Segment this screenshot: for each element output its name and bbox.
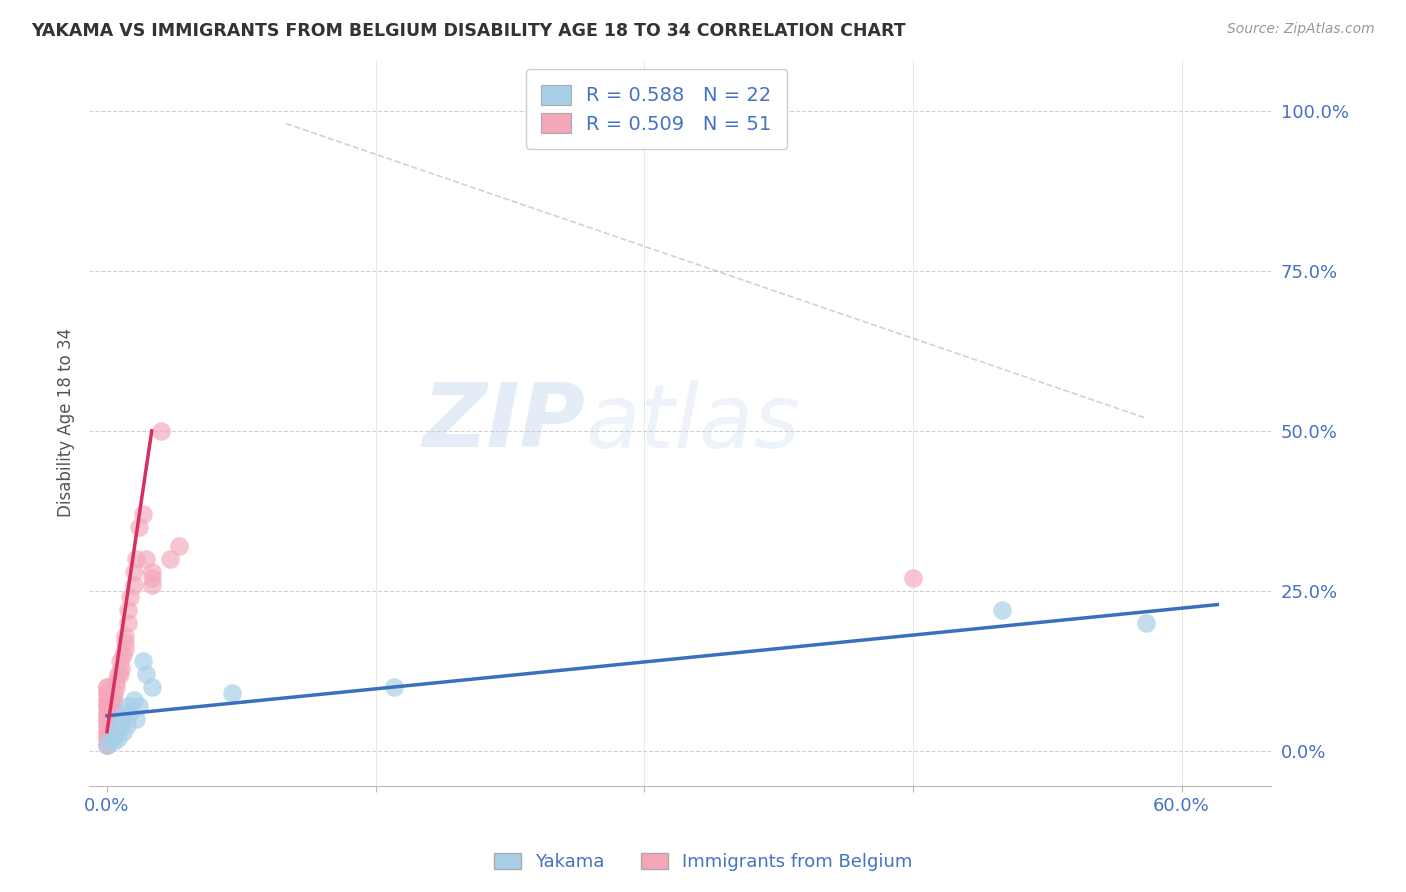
- Point: [149, 424, 172, 438]
- Point: [110, 661, 132, 675]
- Point: [159, 552, 181, 566]
- Point: [128, 699, 150, 714]
- Point: [103, 734, 125, 748]
- Point: [141, 680, 163, 694]
- Point: [117, 615, 139, 630]
- Point: [120, 706, 142, 720]
- Point: [114, 629, 136, 643]
- Point: [135, 552, 157, 566]
- Point: [103, 692, 125, 706]
- Point: [221, 686, 243, 700]
- Point: [96, 692, 118, 706]
- Text: Source: ZipAtlas.com: Source: ZipAtlas.com: [1227, 22, 1375, 37]
- Legend: R = 0.588   N = 22, R = 0.509   N = 51: R = 0.588 N = 22, R = 0.509 N = 51: [526, 70, 787, 149]
- Point: [96, 724, 118, 739]
- Point: [96, 699, 118, 714]
- Point: [141, 577, 163, 591]
- Point: [114, 706, 136, 720]
- Point: [124, 712, 146, 726]
- Point: [96, 686, 118, 700]
- Point: [110, 712, 132, 726]
- Point: [96, 692, 118, 706]
- Text: ZIP: ZIP: [423, 379, 585, 467]
- Point: [114, 641, 136, 656]
- Point: [96, 706, 118, 720]
- Y-axis label: Disability Age 18 to 34: Disability Age 18 to 34: [58, 328, 75, 517]
- Point: [103, 686, 125, 700]
- Point: [96, 712, 118, 726]
- Point: [108, 654, 131, 668]
- Point: [115, 718, 138, 732]
- Point: [96, 731, 118, 746]
- Point: [96, 731, 118, 746]
- Point: [141, 571, 163, 585]
- Point: [112, 648, 135, 662]
- Point: [96, 686, 118, 700]
- Point: [141, 565, 163, 579]
- Point: [135, 667, 157, 681]
- Point: [122, 692, 145, 706]
- Point: [96, 724, 118, 739]
- Point: [104, 680, 127, 694]
- Point: [167, 539, 190, 553]
- Point: [100, 706, 122, 720]
- Point: [1135, 615, 1157, 630]
- Point: [96, 738, 118, 752]
- Point: [124, 552, 146, 566]
- Point: [117, 699, 139, 714]
- Point: [107, 667, 129, 681]
- Point: [114, 635, 136, 649]
- Point: [96, 712, 118, 726]
- Point: [107, 731, 129, 746]
- Point: [104, 724, 127, 739]
- Text: YAKAMA VS IMMIGRANTS FROM BELGIUM DISABILITY AGE 18 TO 34 CORRELATION CHART: YAKAMA VS IMMIGRANTS FROM BELGIUM DISABI…: [31, 22, 905, 40]
- Point: [96, 699, 118, 714]
- Point: [96, 738, 118, 752]
- Point: [122, 565, 145, 579]
- Point: [122, 577, 145, 591]
- Point: [108, 718, 131, 732]
- Point: [101, 731, 124, 746]
- Point: [101, 692, 124, 706]
- Point: [96, 706, 118, 720]
- Point: [991, 603, 1014, 617]
- Point: [112, 724, 135, 739]
- Point: [96, 680, 118, 694]
- Point: [901, 571, 924, 585]
- Point: [108, 667, 131, 681]
- Text: atlas: atlas: [585, 380, 800, 466]
- Point: [96, 680, 118, 694]
- Point: [104, 673, 127, 688]
- Point: [132, 507, 155, 521]
- Point: [117, 603, 139, 617]
- Point: [128, 520, 150, 534]
- Point: [132, 654, 155, 668]
- Point: [96, 738, 118, 752]
- Point: [96, 718, 118, 732]
- Legend: Yakama, Immigrants from Belgium: Yakama, Immigrants from Belgium: [486, 846, 920, 879]
- Point: [96, 718, 118, 732]
- Point: [101, 699, 124, 714]
- Point: [120, 591, 142, 605]
- Point: [382, 680, 405, 694]
